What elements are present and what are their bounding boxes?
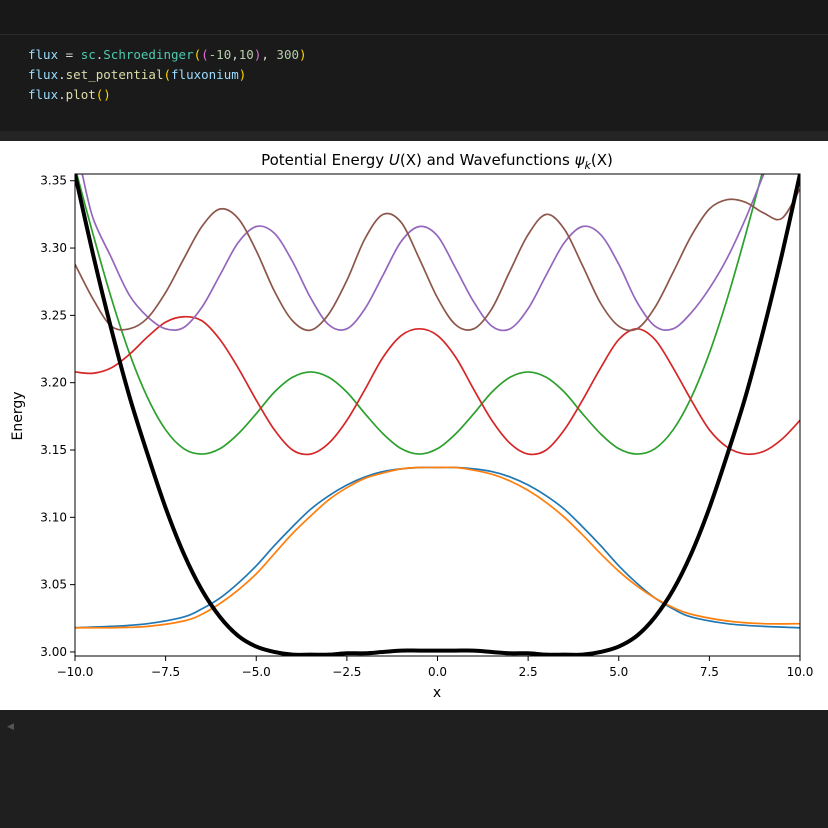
x-tick-label: 7.5 — [700, 665, 719, 679]
output-area: Potential Energy U(X) and Wavefunctions … — [0, 141, 828, 710]
code-token: set_potential — [65, 67, 164, 82]
x-tick-label: 10.0 — [787, 665, 814, 679]
code-cell[interactable]: flux = sc.Schroedinger((-10,10), 300) fl… — [0, 35, 828, 131]
x-axis-ticks: −10.0 −7.5 −5.0 −2.5 0.0 2.5 5.0 7.5 10.0 — [57, 656, 814, 679]
code-token: ) — [299, 47, 307, 62]
code-token: plot — [65, 87, 96, 102]
code-token: ) — [253, 47, 262, 62]
code-token: Schroedinger — [103, 47, 194, 62]
chart-title: Potential Energy U(X) and Wavefunctions … — [261, 151, 613, 172]
y-axis-ticks: 3.00 3.05 3.10 3.15 3.20 3.25 3.30 3.35 — [40, 174, 75, 659]
code-token: fluxonium — [171, 67, 239, 82]
potential-curve — [75, 174, 800, 656]
code-token: , — [261, 47, 277, 62]
code-line-3: flux.plot() — [28, 85, 111, 105]
code-token: ( — [193, 47, 202, 62]
y-tick-label: 3.35 — [40, 174, 67, 188]
bottom-panel: ◀ — [0, 710, 828, 828]
code-line-1: flux = sc.Schroedinger((-10,10), 300) — [28, 45, 307, 65]
x-tick-label: 5.0 — [609, 665, 628, 679]
y-tick-label: 3.20 — [40, 376, 67, 390]
axes-frame — [74, 173, 801, 657]
x-axis-label: x — [433, 685, 441, 701]
editor-top-bar — [0, 0, 828, 35]
y-tick-label: 3.25 — [40, 308, 67, 322]
code-token: -10 — [208, 47, 232, 62]
code-token: . — [95, 47, 104, 62]
cell-separator — [0, 131, 828, 141]
code-token: flux — [28, 87, 59, 102]
code-token: flux — [28, 47, 59, 62]
y-tick-label: 3.30 — [40, 241, 67, 255]
code-token: . — [58, 67, 66, 82]
x-tick-label: −7.5 — [151, 665, 180, 679]
code-token: 10 — [238, 47, 254, 62]
code-token: ( — [201, 47, 209, 62]
series-layer — [75, 174, 800, 656]
collapse-arrow-icon[interactable]: ◀ — [7, 722, 14, 732]
wavefunction-curve-2 — [75, 466, 800, 629]
y-tick-label: 3.00 — [40, 645, 67, 659]
code-token: ( — [163, 67, 172, 82]
code-token: = — [58, 47, 81, 62]
x-tick-label: −2.5 — [332, 665, 361, 679]
y-tick-label: 3.05 — [40, 578, 67, 592]
code-token: sc — [80, 47, 96, 62]
x-tick-label: −5.0 — [242, 665, 271, 679]
wavefunction-curve-1 — [75, 466, 800, 629]
y-axis-label: Energy — [10, 391, 26, 440]
code-line-2: flux.set_potential(fluxonium) — [28, 65, 246, 85]
wavefunction-curve-5 — [81, 174, 765, 332]
code-token: flux — [28, 67, 59, 82]
code-token: 300 — [276, 47, 299, 62]
wavefunction-curve-3 — [75, 174, 763, 455]
x-tick-label: 0.0 — [428, 665, 447, 679]
code-token: () — [95, 87, 111, 102]
wavefunction-curve-4 — [75, 315, 800, 456]
y-tick-label: 3.10 — [40, 510, 67, 524]
wavefunction-curve-6 — [75, 187, 800, 332]
code-token: ) — [238, 67, 247, 82]
x-tick-label: 2.5 — [519, 665, 538, 679]
code-token: , — [231, 47, 239, 62]
code-token: . — [58, 87, 66, 102]
plot: Potential Energy U(X) and Wavefunctions … — [10, 151, 814, 701]
x-tick-label: −10.0 — [57, 665, 94, 679]
y-tick-label: 3.15 — [40, 443, 67, 457]
